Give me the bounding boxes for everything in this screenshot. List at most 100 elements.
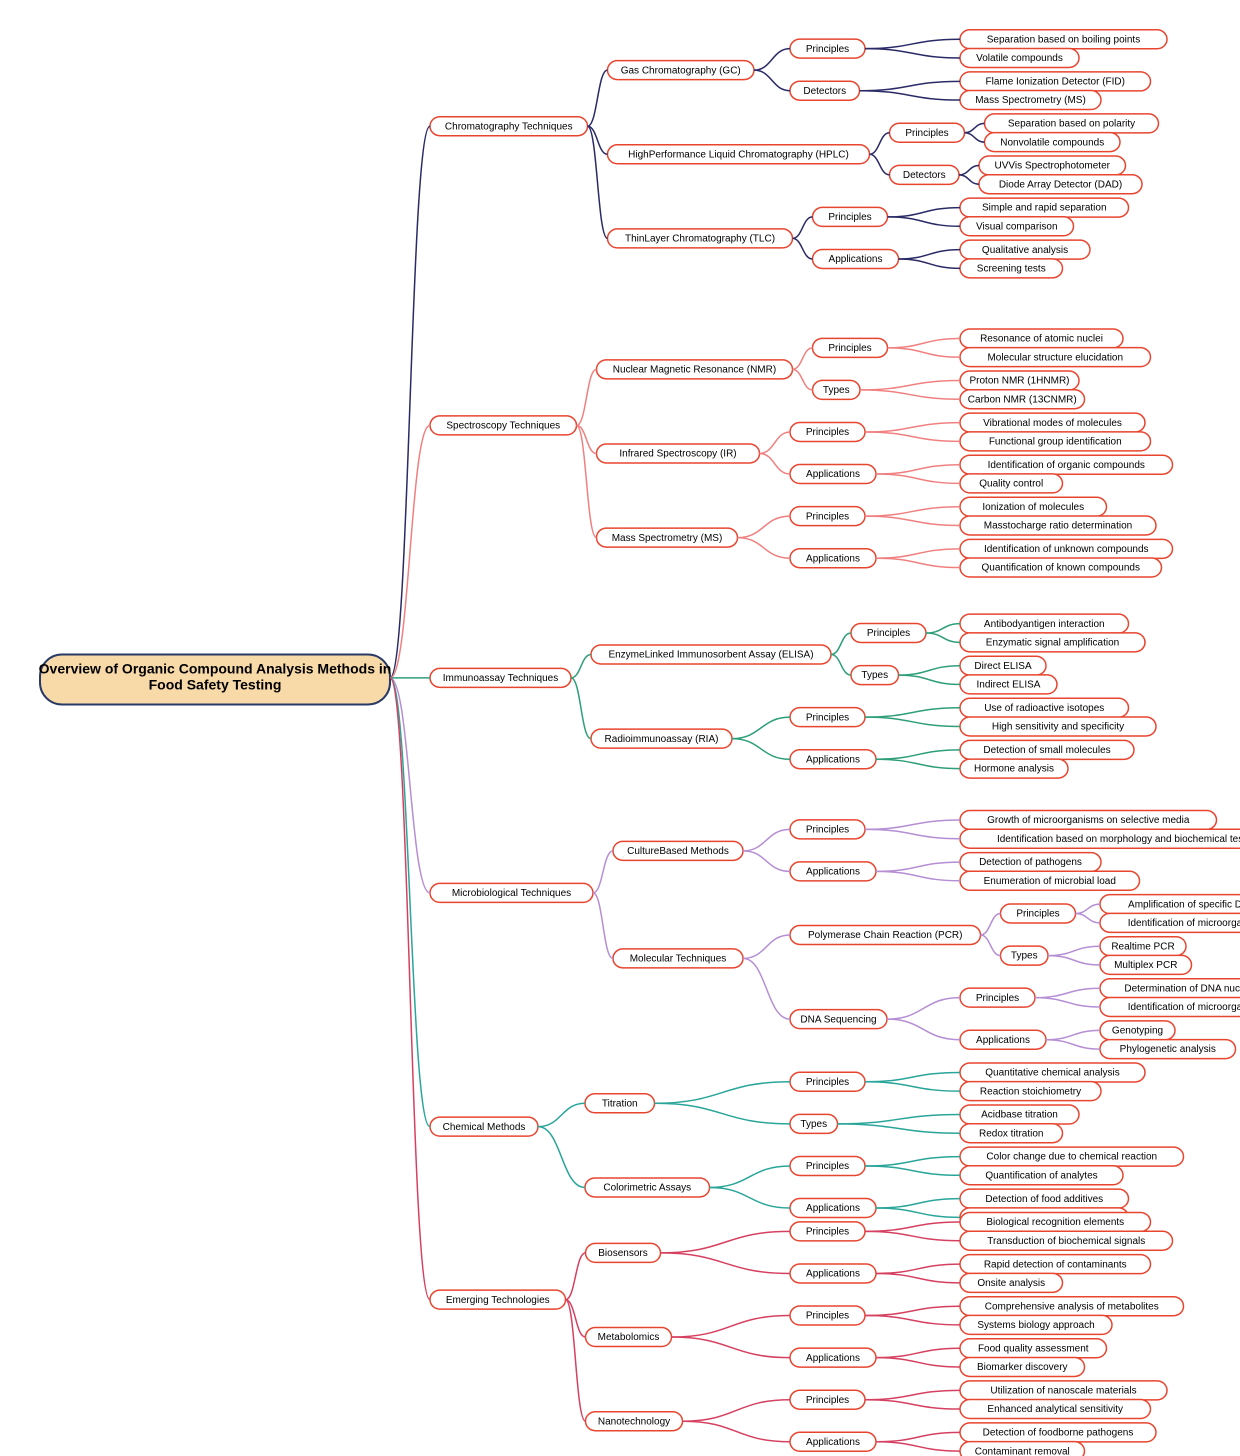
mindmap-edge (743, 851, 790, 872)
mindmap-edge (899, 259, 961, 268)
mindmap-node-label: Biological recognition elements (986, 1217, 1124, 1228)
mindmap-edge (865, 717, 960, 726)
mindmap-edge (566, 1253, 586, 1300)
mindmap-edge (672, 1316, 791, 1338)
mindmap-edge (870, 154, 890, 175)
mindmap-node-label: Immunoassay Techniques (443, 673, 558, 684)
mindmap-node-label: Use of radioactive isotopes (984, 703, 1104, 714)
mindmap-edge (860, 91, 961, 100)
mindmap-edge (865, 1166, 960, 1175)
mindmap-node-label: Identification of unknown compounds (984, 544, 1149, 555)
mindmap-node-label: Identification based on morphology and b… (997, 834, 1240, 845)
mindmap-node-label: EnzymeLinked Immunosorbent Assay (ELISA) (608, 650, 813, 661)
mindmap-node-label: Microbiological Techniques (452, 888, 571, 899)
mindmap-edge (1046, 1030, 1100, 1039)
mindmap-node-label: Principles (806, 44, 849, 55)
mindmap-edge (865, 423, 960, 432)
mindmap-node-label: Applications (806, 1353, 860, 1364)
mindmap-node-label: UVVis Spectrophotometer (995, 161, 1111, 172)
mindmap-edge (888, 208, 961, 217)
mindmap-node-label: Principles (806, 1395, 849, 1406)
mindmap-edge (831, 655, 851, 676)
mindmap-node-label: DNA Sequencing (800, 1014, 876, 1025)
mindmap-node-label: High sensitivity and specificity (992, 722, 1124, 733)
mindmap-edge (865, 1157, 960, 1166)
mindmap-node-label: Principles (1016, 909, 1059, 920)
mindmap-edge (876, 862, 960, 871)
mindmap-edge (876, 549, 960, 558)
mindmap-node-label: Detection of foodborne pathogens (983, 1428, 1134, 1439)
mindmap-node-label: Biosensors (598, 1248, 647, 1259)
mindmap-node-label: Antibodyantigen interaction (984, 619, 1105, 630)
mindmap-edge (876, 1273, 960, 1282)
mindmap-edge (876, 474, 960, 483)
mindmap-node-label: Detection of small molecules (983, 745, 1110, 756)
mindmap-node-label: Flame Ionization Detector (FID) (986, 76, 1126, 87)
mindmap-node-label: Detectors (803, 86, 846, 97)
mindmap-edge (793, 238, 813, 259)
mindmap-node-label: Enzymatic signal amplification (986, 637, 1119, 648)
mindmap-edge (732, 739, 790, 760)
mindmap-edge (390, 126, 430, 678)
mindmap-edge (577, 369, 597, 425)
mindmap-node-label: Applications (806, 754, 860, 765)
mindmap-edge (593, 851, 613, 893)
mindmap-edge (754, 49, 790, 71)
mindmap-edge (865, 1316, 960, 1325)
mindmap-edge (876, 759, 960, 768)
mindmap-node-label: Volatile compounds (976, 53, 1063, 64)
mindmap-edge (899, 675, 961, 684)
mindmap-node-label: Applications (976, 1035, 1030, 1046)
mindmap-node-label: Molecular Techniques (630, 954, 727, 965)
mindmap-node-label: Separation based on polarity (1008, 119, 1135, 130)
mindmap-edge (754, 70, 790, 91)
mindmap-edge (571, 678, 591, 739)
mindmap-node-label: Indirect ELISA (977, 680, 1041, 691)
mindmap-edge (876, 1348, 960, 1357)
mindmap-edge (838, 1124, 961, 1133)
mindmap-edge (876, 1432, 960, 1441)
mindmap-node-label: Metabolomics (598, 1332, 660, 1343)
mindmap-node-label: Chromatography Techniques (445, 121, 573, 132)
mindmap-node-label: Simple and rapid separation (982, 203, 1107, 214)
mindmap-node-label: Principles (806, 511, 849, 522)
mindmap-node-label: Systems biology approach (977, 1320, 1094, 1331)
mindmap-node-label: Types (823, 385, 850, 396)
mindmap-node-label: Redox titration (979, 1128, 1043, 1139)
mindmap-node-label: Vibrational modes of molecules (983, 418, 1122, 429)
mindmap-edge (876, 871, 960, 880)
mindmap-node-label: Principles (828, 343, 871, 354)
mindmap-edge (710, 1187, 791, 1208)
mindmap-edge (831, 633, 851, 655)
mindmap-edge (793, 369, 813, 390)
mindmap-edge (981, 935, 1001, 956)
mindmap-edge (390, 678, 430, 893)
mindmap-edge (738, 516, 791, 538)
mindmap-node-label: Types (800, 1119, 827, 1130)
mindmap-node-label: Titration (602, 1098, 638, 1109)
mindmap-edge (870, 133, 890, 155)
mindmap-edge (1076, 904, 1101, 913)
mindmap-node-label: Food quality assessment (978, 1343, 1089, 1354)
mindmap-node-label: Mass Spectrometry (MS) (612, 533, 723, 544)
mindmap-edge (876, 1208, 960, 1217)
mindmap-node-label: Types (861, 670, 888, 681)
mindmap-edge (588, 70, 608, 126)
mindmap-edge (1048, 956, 1100, 965)
mindmap-edge (655, 1082, 791, 1104)
mindmap-node-label: Principles (806, 712, 849, 723)
mindmap-node-label: HighPerformance Liquid Chromatography (H… (628, 149, 849, 160)
mindmap-node-label: Quality control (979, 479, 1043, 490)
mindmap-edge (655, 1103, 791, 1124)
mindmap-node-label: Principles (976, 993, 1019, 1004)
mindmap-node-label: Emerging Technologies (446, 1295, 550, 1306)
mindmap-node-label: Screening tests (977, 263, 1046, 274)
mindmap-node-label: Hormone analysis (974, 764, 1054, 775)
mindmap-edge (865, 516, 960, 525)
mindmap-edge (865, 39, 960, 48)
mindmap-node-label: Principles (806, 1077, 849, 1088)
mindmap-canvas: Overview of Organic Compound Analysis Me… (0, 0, 1240, 1456)
mindmap-edge (661, 1231, 791, 1253)
mindmap-edge (593, 893, 613, 958)
mindmap-node-label: Principles (867, 628, 910, 639)
